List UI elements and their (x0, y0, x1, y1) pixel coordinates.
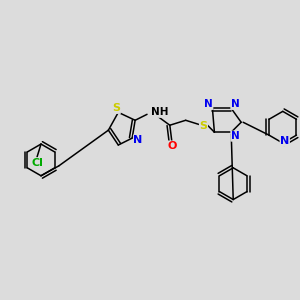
Text: N: N (231, 131, 240, 141)
Text: O: O (167, 141, 176, 151)
Text: N: N (231, 99, 240, 110)
Text: N: N (134, 135, 143, 145)
Text: N: N (280, 136, 289, 146)
Text: NH: NH (151, 107, 169, 117)
Text: N: N (204, 99, 213, 110)
Text: S: S (200, 121, 208, 131)
Text: Cl: Cl (31, 158, 43, 168)
Text: S: S (112, 103, 120, 113)
